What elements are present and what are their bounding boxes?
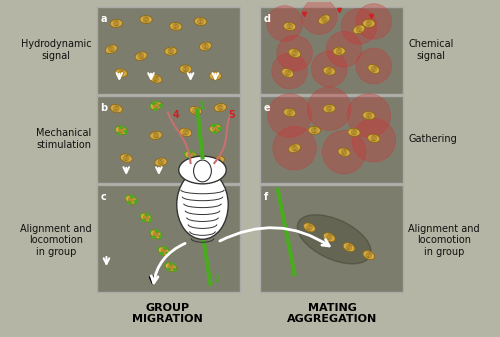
Circle shape xyxy=(341,8,376,44)
Ellipse shape xyxy=(194,160,212,182)
Circle shape xyxy=(356,4,392,39)
Ellipse shape xyxy=(284,22,296,31)
Ellipse shape xyxy=(176,170,228,239)
Circle shape xyxy=(326,31,362,67)
Text: Gathering: Gathering xyxy=(408,134,457,144)
Text: GROUP
MIGRATION: GROUP MIGRATION xyxy=(132,303,203,324)
Ellipse shape xyxy=(184,151,196,159)
Ellipse shape xyxy=(200,42,211,51)
Circle shape xyxy=(352,119,396,162)
Ellipse shape xyxy=(150,230,162,239)
Ellipse shape xyxy=(348,128,360,136)
Circle shape xyxy=(347,94,391,137)
Circle shape xyxy=(273,126,316,170)
Text: 1: 1 xyxy=(198,101,205,111)
Ellipse shape xyxy=(180,65,192,73)
Ellipse shape xyxy=(212,156,224,164)
Text: a: a xyxy=(100,13,107,24)
Ellipse shape xyxy=(194,18,206,26)
Ellipse shape xyxy=(135,52,147,60)
Ellipse shape xyxy=(323,104,336,113)
Ellipse shape xyxy=(284,109,296,117)
Text: 4: 4 xyxy=(173,110,180,120)
Ellipse shape xyxy=(140,15,152,24)
Ellipse shape xyxy=(323,67,336,75)
Circle shape xyxy=(272,53,308,89)
Ellipse shape xyxy=(368,134,380,143)
Ellipse shape xyxy=(178,156,226,184)
Ellipse shape xyxy=(333,47,345,55)
Circle shape xyxy=(276,35,312,71)
Ellipse shape xyxy=(110,20,122,28)
FancyBboxPatch shape xyxy=(260,7,404,94)
Ellipse shape xyxy=(150,101,162,110)
Ellipse shape xyxy=(304,223,316,232)
FancyBboxPatch shape xyxy=(96,96,240,183)
Ellipse shape xyxy=(362,19,375,28)
Ellipse shape xyxy=(282,69,294,77)
Circle shape xyxy=(268,94,312,137)
FancyBboxPatch shape xyxy=(260,96,404,183)
Text: 2: 2 xyxy=(214,275,219,284)
Text: c: c xyxy=(100,192,106,202)
Ellipse shape xyxy=(343,243,355,252)
Text: f: f xyxy=(264,192,268,202)
Ellipse shape xyxy=(324,233,335,242)
Text: Alignment and
locomotion
in group: Alignment and locomotion in group xyxy=(408,224,480,257)
Ellipse shape xyxy=(170,22,182,31)
Ellipse shape xyxy=(150,131,162,140)
Circle shape xyxy=(322,130,366,174)
Text: 5: 5 xyxy=(228,110,235,120)
FancyBboxPatch shape xyxy=(96,7,240,94)
Ellipse shape xyxy=(288,144,301,152)
Text: MATING
AGGREGATION: MATING AGGREGATION xyxy=(287,303,378,324)
Ellipse shape xyxy=(165,263,176,272)
Ellipse shape xyxy=(298,215,371,264)
Circle shape xyxy=(302,0,337,34)
Ellipse shape xyxy=(126,195,137,204)
Ellipse shape xyxy=(210,72,222,80)
Text: e: e xyxy=(264,103,270,113)
Circle shape xyxy=(312,51,347,87)
Text: b: b xyxy=(100,103,107,113)
Ellipse shape xyxy=(318,15,330,24)
Ellipse shape xyxy=(115,126,128,134)
Ellipse shape xyxy=(308,126,320,134)
Ellipse shape xyxy=(288,49,300,58)
Ellipse shape xyxy=(368,65,380,73)
Ellipse shape xyxy=(120,154,132,162)
Ellipse shape xyxy=(154,158,167,166)
Ellipse shape xyxy=(115,69,128,77)
Ellipse shape xyxy=(105,45,118,53)
Ellipse shape xyxy=(338,148,350,156)
FancyArrowPatch shape xyxy=(152,243,185,283)
Ellipse shape xyxy=(164,47,177,55)
Ellipse shape xyxy=(180,128,192,136)
FancyBboxPatch shape xyxy=(260,185,404,292)
Circle shape xyxy=(308,87,351,130)
Ellipse shape xyxy=(363,251,374,259)
Text: Hydrodynamic
signal: Hydrodynamic signal xyxy=(21,39,92,61)
Ellipse shape xyxy=(140,213,152,222)
Ellipse shape xyxy=(214,103,226,112)
Ellipse shape xyxy=(353,25,365,34)
Text: d: d xyxy=(264,13,271,24)
Ellipse shape xyxy=(363,111,375,120)
Text: Mechanical
stimulation: Mechanical stimulation xyxy=(36,128,92,150)
Text: Chemical
signal: Chemical signal xyxy=(408,39,454,61)
Ellipse shape xyxy=(158,247,170,256)
Circle shape xyxy=(356,48,392,84)
Ellipse shape xyxy=(110,104,122,113)
Text: 3: 3 xyxy=(290,269,296,278)
FancyBboxPatch shape xyxy=(96,185,240,292)
Text: Alignment and
locomotion
in group: Alignment and locomotion in group xyxy=(20,224,92,257)
FancyArrowPatch shape xyxy=(220,228,330,246)
Ellipse shape xyxy=(209,124,222,132)
Circle shape xyxy=(267,6,302,41)
Ellipse shape xyxy=(150,75,162,83)
Ellipse shape xyxy=(190,106,202,115)
